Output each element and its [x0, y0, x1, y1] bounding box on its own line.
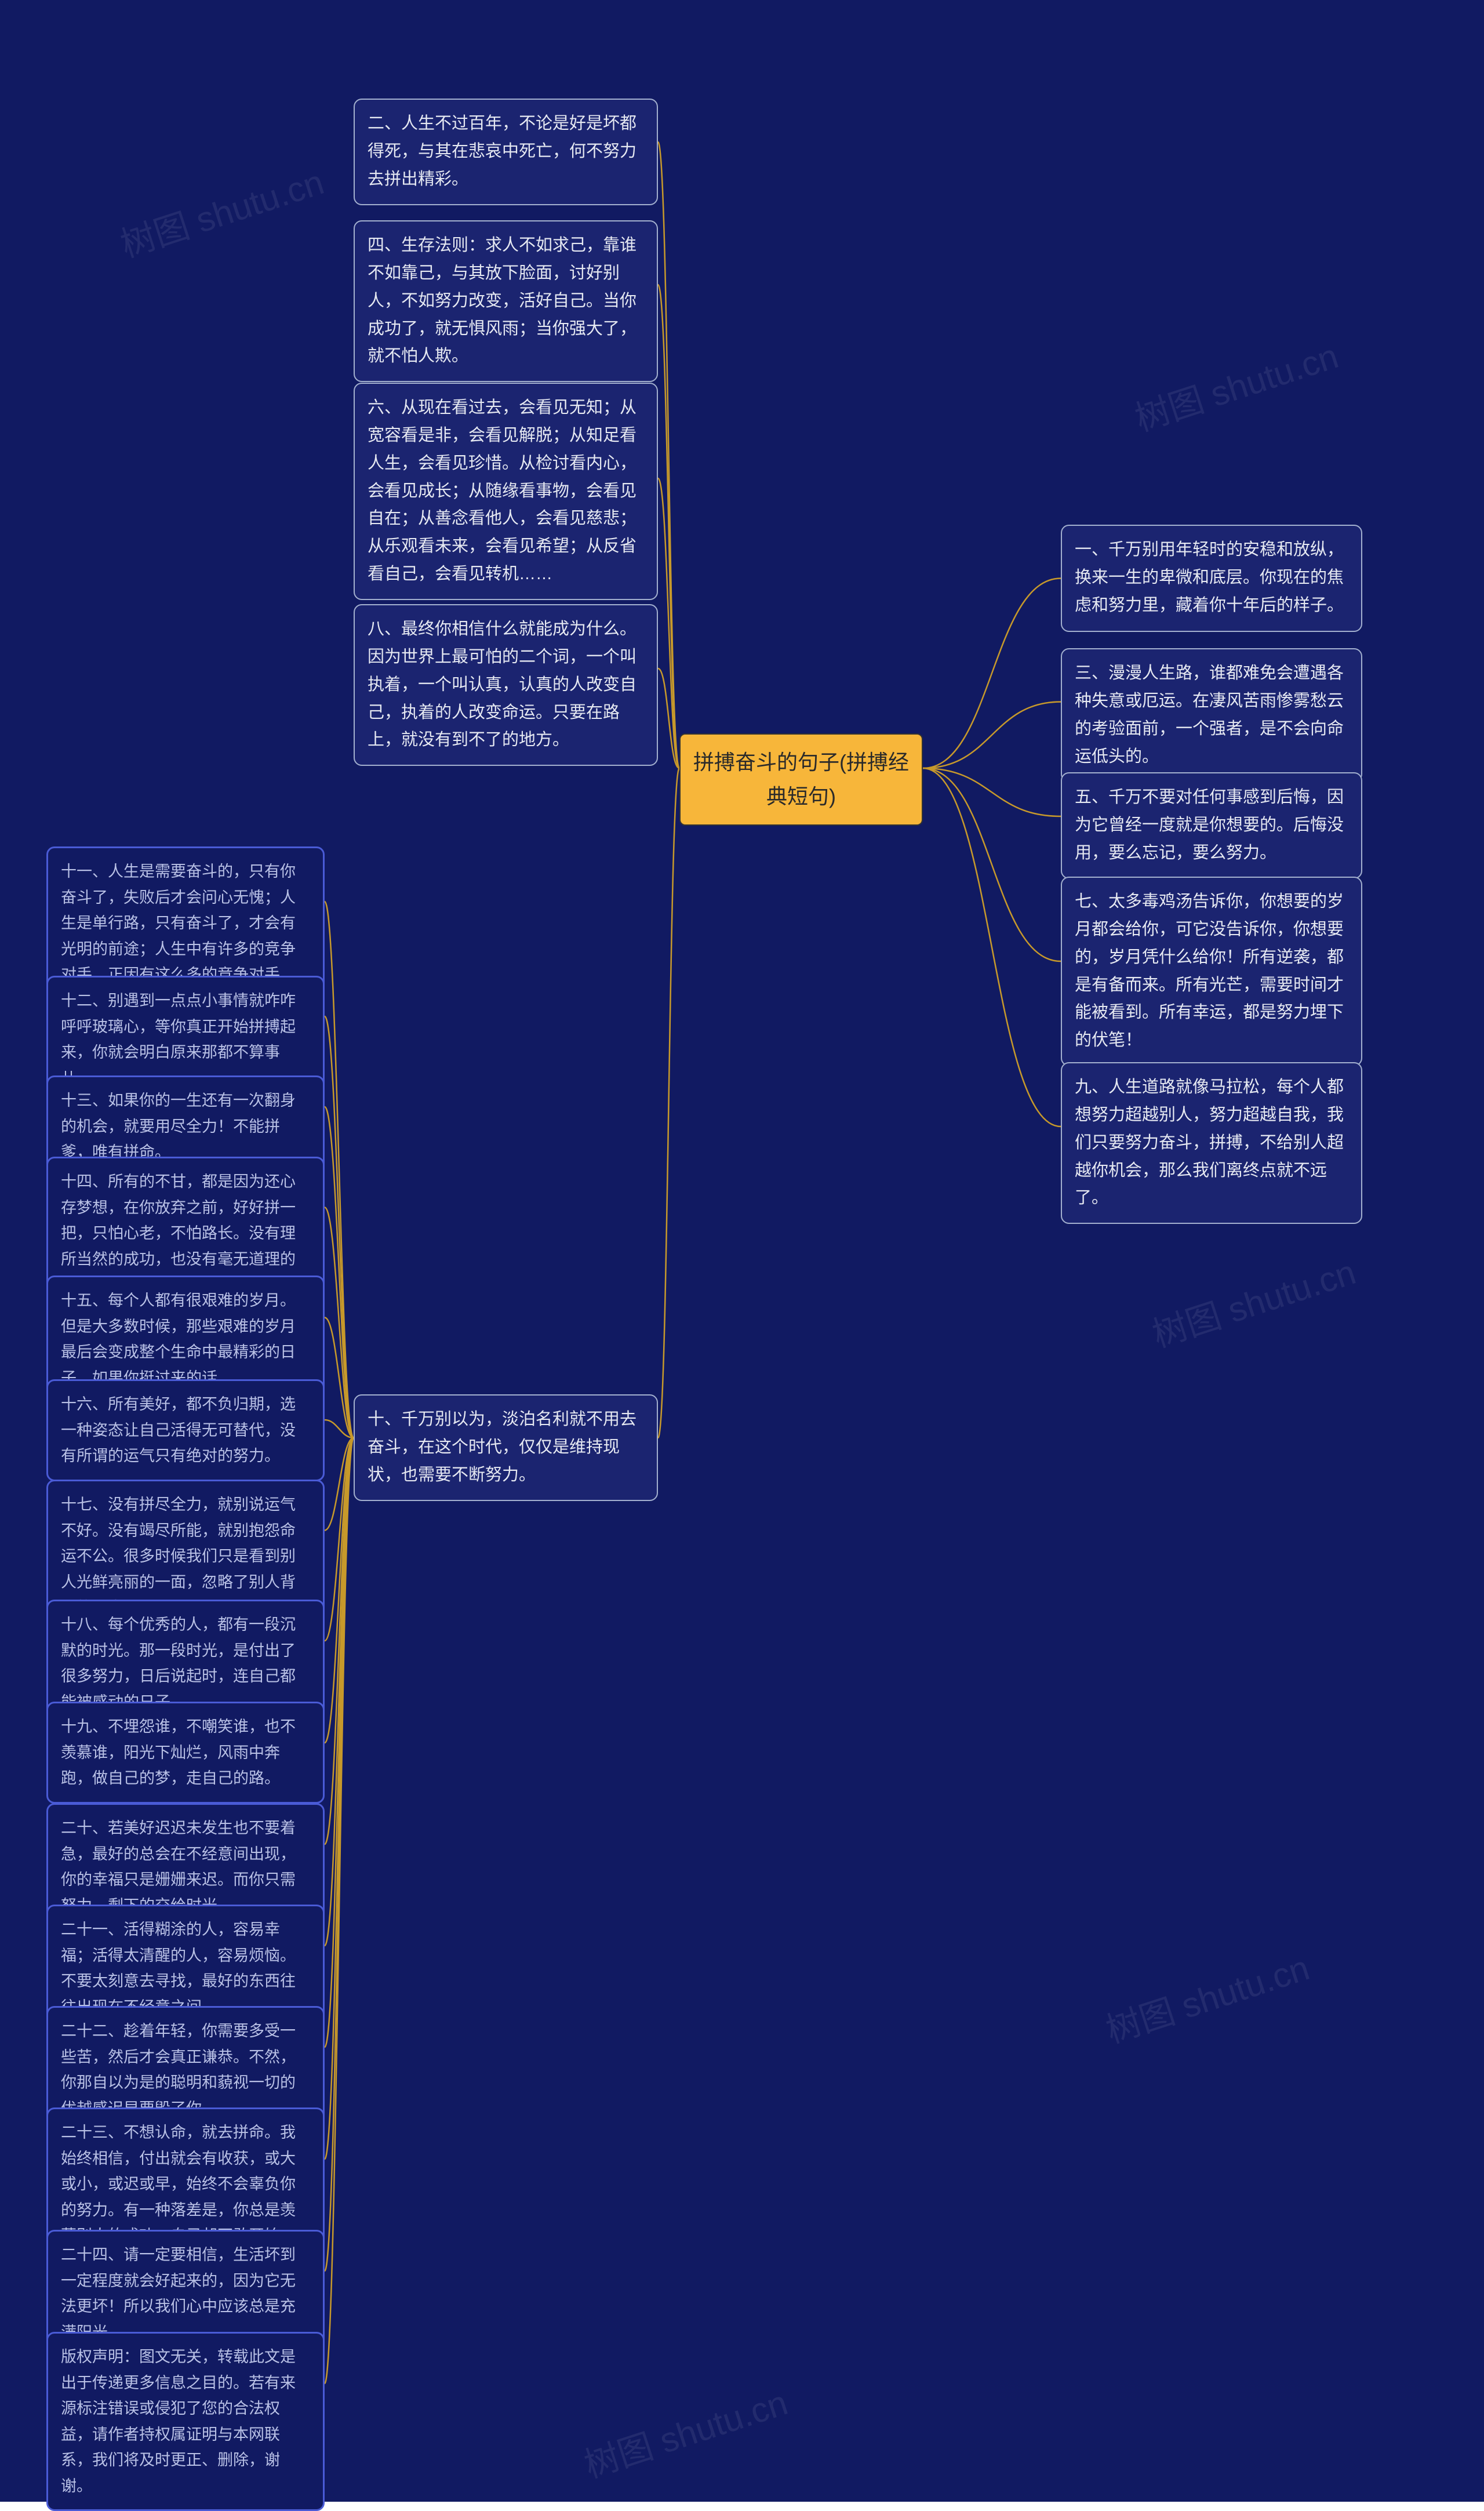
branch-text: 五、千万不要对任何事感到后悔，因为它曾经一度就是你想要的。后悔没用，要么忘记，要… — [1075, 788, 1344, 862]
leaf-text: 二十二、趁着年轻，你需要多受一些苦，然后才会真正谦恭。不然，你那自以为是的聪明和… — [61, 2022, 296, 2117]
branch-text: 二、人生不过百年，不论是好是坏都得死，与其在悲哀中死亡，何不努力去拼出精彩。 — [368, 114, 636, 188]
branch-node-r3[interactable]: 三、漫漫人生路，谁都难免会遭遇各种失意或厄运。在凄风苦雨惨雾愁云的考验面前，一个… — [1061, 648, 1362, 782]
leaf-text: 二十、若美好迟迟未发生也不要着急，最好的总会在不经意间出现，你的幸福只是姗姗来迟… — [61, 1819, 296, 1914]
branch-text: 六、从现在看过去，会看见无知；从宽容看是非，会看见解脱；从知足看人生，会看见珍惜… — [368, 398, 636, 583]
mindmap-canvas: 树图 shutu.cn 树图 shutu.cn 树图 shutu.cn 树图 shut… — [0, 0, 1484, 2502]
watermark: 树图 shutu.cn — [1099, 1940, 1315, 2053]
watermark: 树图 shutu.cn — [113, 154, 329, 267]
leaf-text: 版权声明：图文无关，转载此文是出于传递更多信息之目的。若有来源标注错误或侵犯了您… — [61, 2348, 296, 2495]
watermark: 树图 shutu.cn — [577, 2375, 793, 2488]
branch-text: 一、千万别用年轻时的安稳和放纵，换来一生的卑微和底层。你现在的焦虑和努力里，藏着… — [1075, 540, 1344, 615]
leaf-text: 十五、每个人都有很艰难的岁月。但是大多数时候，那些艰难的岁月最后会变成整个生命中… — [61, 1292, 296, 1387]
leaf-text: 十九、不埋怨谁，不嘲笑谁，也不羡慕谁，阳光下灿烂，风雨中奔跑，做自己的梦，走自己… — [61, 1718, 296, 1787]
leaf-text: 十七、没有拼尽全力，就别说运气不好。没有竭尽所能，就别抱怨命运不公。很多时候我们… — [61, 1496, 296, 1616]
branch-node-r5[interactable]: 五、千万不要对任何事感到后悔，因为它曾经一度就是你想要的。后悔没用，要么忘记，要… — [1061, 772, 1362, 879]
leaf-node-s16[interactable]: 十六、所有美好，都不负归期，选一种姿态让自己活得无可替代，没有所谓的运气只有绝对… — [46, 1379, 325, 1481]
leaf-text: 二十四、请一定要相信，生活坏到一定程度就会好起来的，因为它无法更坏！所以我们心中… — [61, 2246, 296, 2341]
leaf-text: 十三、如果你的一生还有一次翻身的机会，就要用尽全力！不能拼爹，唯有拼命。 — [61, 1092, 296, 1161]
watermark: 树图 shutu.cn — [1127, 328, 1344, 441]
leaf-text: 二十一、活得糊涂的人，容易幸福；活得太清醒的人，容易烦恼。不要太刻意去寻找，最好… — [61, 1921, 296, 2016]
branch-node-r7[interactable]: 七、太多毒鸡汤告诉你，你想要的岁月都会给你，可它没告诉你，你想要的，岁月凭什么给… — [1061, 877, 1362, 1066]
branch-node-l8[interactable]: 八、最终你相信什么就能成为什么。因为世界上最可怕的二个词，一个叫执着，一个叫认真… — [354, 604, 658, 766]
branch-text: 九、人生道路就像马拉松，每个人都想努力超越别人，努力超越自我，我们只要努力奋斗，… — [1075, 1078, 1344, 1207]
branch-node-r1[interactable]: 一、千万别用年轻时的安稳和放纵，换来一生的卑微和底层。你现在的焦虑和努力里，藏着… — [1061, 525, 1362, 632]
branch-node-l2[interactable]: 二、人生不过百年，不论是好是坏都得死，与其在悲哀中死亡，何不努力去拼出精彩。 — [354, 99, 658, 205]
branch-text: 七、太多毒鸡汤告诉你，你想要的岁月都会给你，可它没告诉你，你想要的，岁月凭什么给… — [1075, 892, 1344, 1049]
branch-node-r9[interactable]: 九、人生道路就像马拉松，每个人都想努力超越别人，努力超越自我，我们只要努力奋斗，… — [1061, 1062, 1362, 1224]
leaf-node-s19[interactable]: 十九、不埋怨谁，不嘲笑谁，也不羡慕谁，阳光下灿烂，风雨中奔跑，做自己的梦，走自己… — [46, 1702, 325, 1804]
leaf-text: 十二、别遇到一点点小事情就咋咋呼呼玻璃心，等你真正开始拼搏起来，你就会明白原来那… — [61, 992, 296, 1087]
leaf-text: 十八、每个优秀的人，都有一段沉默的时光。那一段时光，是付出了很多努力，日后说起时… — [61, 1616, 296, 1711]
branch-text: 三、漫漫人生路，谁都难免会遭遇各种失意或厄运。在凄风苦雨惨雾愁云的考验面前，一个… — [1075, 664, 1344, 766]
leaf-text: 十六、所有美好，都不负归期，选一种姿态让自己活得无可替代，没有所谓的运气只有绝对… — [61, 1396, 296, 1465]
leaf-node-s25[interactable]: 版权声明：图文无关，转载此文是出于传递更多信息之目的。若有来源标注错误或侵犯了您… — [46, 2332, 325, 2511]
branch-node-10[interactable]: 十、千万别以为，淡泊名利就不用去奋斗，在这个时代，仅仅是维持现状，也需要不断努力… — [354, 1394, 658, 1501]
branch-text: 八、最终你相信什么就能成为什么。因为世界上最可怕的二个词，一个叫执着，一个叫认真… — [368, 620, 636, 749]
leaf-text: 二十三、不想认命，就去拼命。我始终相信，付出就会有收获，或大或小，或迟或早，始终… — [61, 2124, 296, 2244]
branch-text: 四、生存法则：求人不如求己，靠谁不如靠己，与其放下脸面，讨好别人，不如努力改变，… — [368, 236, 636, 365]
branch-text: 十、千万别以为，淡泊名利就不用去奋斗，在这个时代，仅仅是维持现状，也需要不断努力… — [368, 1410, 636, 1484]
root-label: 拼搏奋斗的句子(拼搏经典短句) — [693, 745, 909, 814]
root-node[interactable]: 拼搏奋斗的句子(拼搏经典短句) — [679, 733, 923, 826]
branch-node-l6[interactable]: 六、从现在看过去，会看见无知；从宽容看是非，会看见解脱；从知足看人生，会看见珍惜… — [354, 383, 658, 600]
branch-node-l4[interactable]: 四、生存法则：求人不如求己，靠谁不如靠己，与其放下脸面，讨好别人，不如努力改变，… — [354, 220, 658, 382]
watermark: 树图 shutu.cn — [1145, 1244, 1361, 1357]
